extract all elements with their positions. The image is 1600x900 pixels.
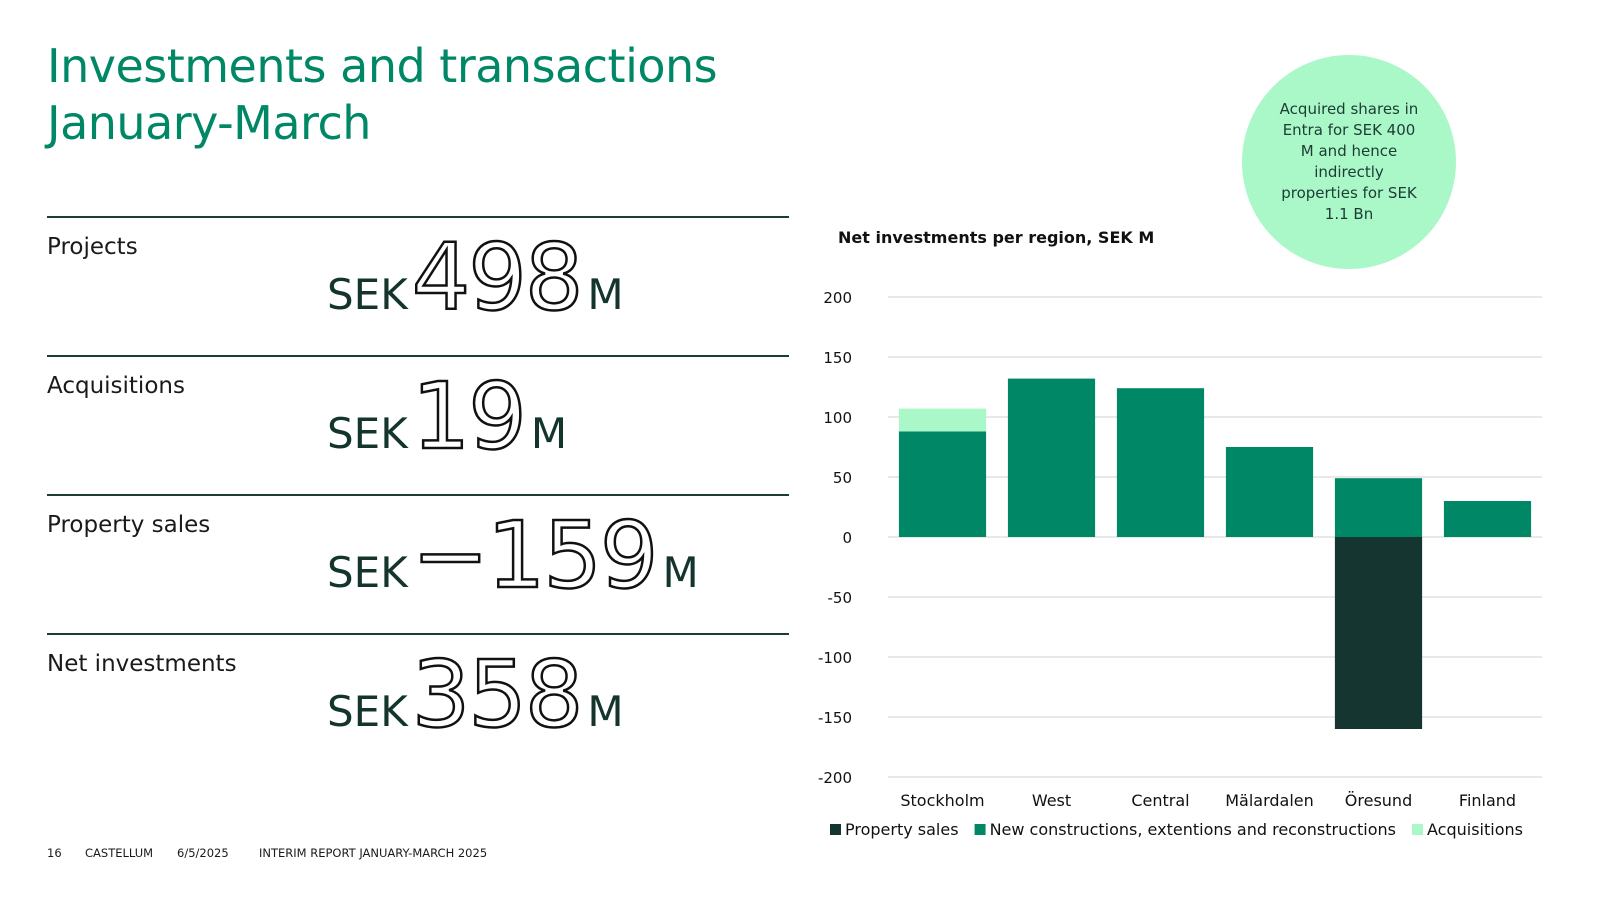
legend-label: Acquisitions	[1427, 820, 1523, 839]
footer-page-number: 16	[47, 846, 62, 860]
title-line-2: January-March	[47, 96, 371, 150]
bar-central-1	[1116, 388, 1205, 537]
kpi-number: 19	[410, 362, 528, 472]
kpi-prefix: SEK	[327, 548, 408, 597]
kpi-label: Acquisitions	[47, 373, 185, 399]
kpi-number: 358	[411, 640, 585, 750]
y-tick-label: -200	[818, 769, 852, 787]
y-tick-label: 200	[823, 289, 852, 307]
legend-swatch	[1412, 824, 1424, 835]
kpi-value: SEK498 M	[327, 223, 624, 333]
kpi-suffix: M	[662, 548, 699, 597]
y-tick-label: -100	[818, 649, 852, 667]
kpi-number: −159	[411, 501, 660, 611]
chart-grid	[888, 296, 1542, 778]
y-tick-label: 100	[823, 409, 852, 427]
kpi-prefix: SEK	[327, 687, 408, 736]
kpi-suffix: M	[530, 409, 568, 458]
bar-finland-1	[1443, 501, 1532, 537]
kpi-value: SEK−159 M	[327, 501, 699, 611]
chart-legend: Property sales New constructions, extenti…	[830, 820, 1523, 839]
x-axis-ticks: Stockholm West Central Mälardalen Öresund Fin…	[900, 791, 1516, 810]
legend-label: New constructions, extentions and recons…	[990, 820, 1396, 839]
bar-stockholm-2	[898, 408, 987, 432]
kpi-property-sales: Property sales SEK−159 M	[47, 494, 789, 635]
bar-stockholm-1	[898, 431, 987, 537]
kpi-acquisitions: Acquisitions SEK19 M	[47, 355, 789, 496]
bar-öresund-1	[1334, 478, 1423, 537]
y-tick-label: 0	[842, 529, 852, 547]
x-tick-label: Mälardalen	[1225, 791, 1314, 810]
kpi-prefix: SEK	[327, 409, 408, 458]
kpi-label: Net investments	[47, 651, 237, 677]
y-tick-label: 150	[823, 349, 852, 367]
y-tick-label: -150	[818, 709, 852, 727]
x-tick-label: Finland	[1459, 791, 1516, 810]
kpi-number: 498	[411, 223, 585, 333]
kpi-suffix: M	[587, 270, 624, 319]
kpi-value: SEK358 M	[327, 640, 624, 750]
x-tick-label: Central	[1131, 791, 1189, 810]
y-tick-label: -50	[828, 589, 853, 607]
x-tick-label: Öresund	[1345, 791, 1412, 810]
kpi-projects: Projects SEK498 M	[47, 216, 789, 357]
bar-west-1	[1007, 378, 1096, 537]
x-tick-label: Stockholm	[900, 791, 984, 810]
y-tick-label: 50	[833, 469, 852, 487]
footer-company: CASTELLUM	[85, 846, 154, 860]
kpi-value: SEK19 M	[327, 362, 568, 472]
footer-date: 6/5/2025	[177, 846, 229, 860]
page-title: Investments and transactions January-Mar…	[47, 38, 718, 152]
title-line-1: Investments and transactions	[47, 39, 718, 93]
bar-öresund-0	[1334, 537, 1423, 729]
kpi-label: Property sales	[47, 512, 211, 538]
y-axis-ticks: 200 150 100 50 0 -50 -100 -150 -200	[818, 289, 852, 787]
legend-label: Property sales	[845, 820, 959, 839]
chart-bars	[898, 378, 1532, 729]
kpi-suffix: M	[587, 687, 624, 736]
kpi-label: Projects	[47, 234, 138, 260]
entra-note-bubble: Acquired shares in Entra for SEK 400 M a…	[1242, 55, 1456, 269]
chart-title: Net investments per region, SEK M	[838, 228, 1154, 247]
bubble-text: Acquired shares in Entra for SEK 400 M a…	[1279, 100, 1419, 223]
net-investments-chart: Net investments per region, SEK M 200 150…	[818, 228, 1542, 839]
footer-report: INTERIM REPORT JANUARY-MARCH 2025	[259, 846, 488, 860]
legend-swatch	[830, 824, 841, 835]
bar-mälardalen-1	[1225, 447, 1314, 537]
x-tick-label: West	[1032, 791, 1071, 810]
kpi-prefix: SEK	[327, 270, 408, 319]
legend-swatch	[974, 824, 986, 835]
kpi-net-investments: Net investments SEK358 M	[47, 633, 789, 774]
